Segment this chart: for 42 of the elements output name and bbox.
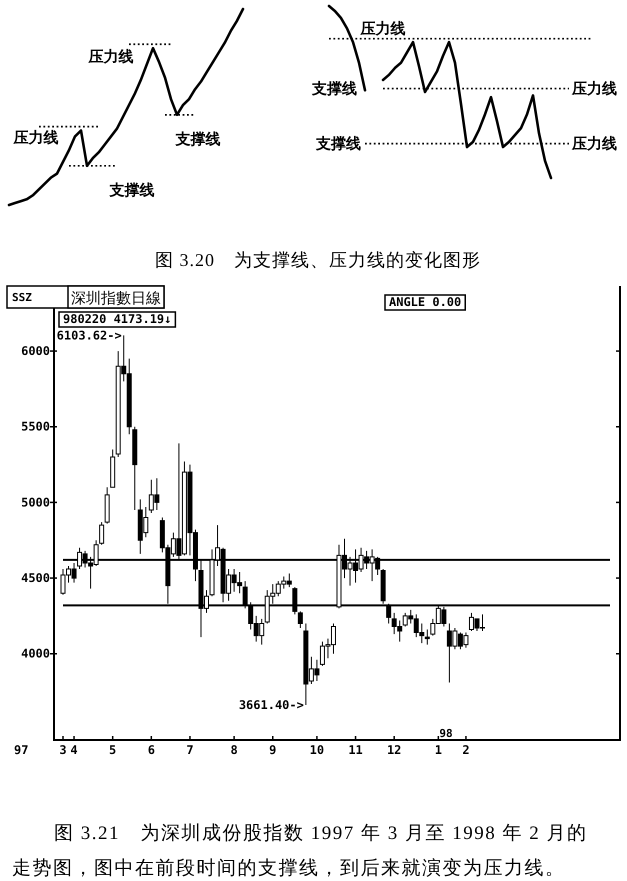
x-tick-label: 11: [348, 743, 363, 757]
x-tick-label: 8: [230, 743, 238, 757]
series-label: 支撑线: [174, 130, 220, 148]
x-tick-label: 1: [434, 743, 442, 757]
x-tick-label: 2: [462, 743, 470, 757]
y-tick-label: 5000: [21, 495, 50, 510]
series-label: 压力线: [12, 130, 58, 147]
x-tick-label: 6: [148, 743, 155, 757]
x-tick-label: 12: [386, 743, 402, 757]
caption: 图 3.21 为深圳成份股指数 1997 年 3 月至 1998 年 2 月的走势图，图中在前段时间的支撑线，到后来就演变为压力线。: [12, 823, 588, 879]
caption: 图 3.20 为支撑线、压力线的变化图形: [155, 250, 481, 270]
annotation: 6103.62->: [56, 328, 122, 342]
annotation: 3661.40->: [238, 698, 304, 712]
x-tick-label: 9: [269, 743, 276, 757]
candlestick: [132, 426, 138, 510]
candlestick: [110, 448, 116, 488]
y-tick-label: 6000: [21, 344, 50, 358]
candlestick: [424, 629, 430, 646]
candlestick: [99, 522, 104, 546]
series-label: 支撑线: [311, 80, 357, 98]
x-tick-label: 4: [70, 743, 78, 757]
series-label: 压力线: [360, 20, 406, 38]
chart-title: 深圳指數日線: [71, 290, 161, 307]
annotation: 98: [439, 727, 453, 740]
x-tick-label: 3: [59, 743, 67, 757]
x-axis-title: 97: [14, 743, 28, 757]
x-tick-label: 7: [186, 743, 194, 757]
y-tick-label: 5500: [21, 420, 50, 434]
text: SSZ: [12, 291, 32, 304]
annotation: ANGLE 0.00: [389, 295, 462, 309]
candlestick: [104, 486, 110, 524]
series-label: 压力线: [88, 48, 134, 66]
series-label: 支撑线: [315, 136, 361, 153]
candlestick: [298, 610, 303, 629]
annotation: 压力线: [571, 136, 617, 153]
x-tick-label: 10: [310, 743, 324, 757]
y-tick-label: 4500: [21, 571, 50, 586]
x-tick-label: 5: [109, 743, 116, 757]
series-label: 支撑线: [108, 182, 154, 199]
annotation: 压力线: [571, 80, 617, 98]
annotation: 980220 4173.19↓: [63, 312, 172, 326]
y-tick-label: 4000: [21, 646, 50, 661]
